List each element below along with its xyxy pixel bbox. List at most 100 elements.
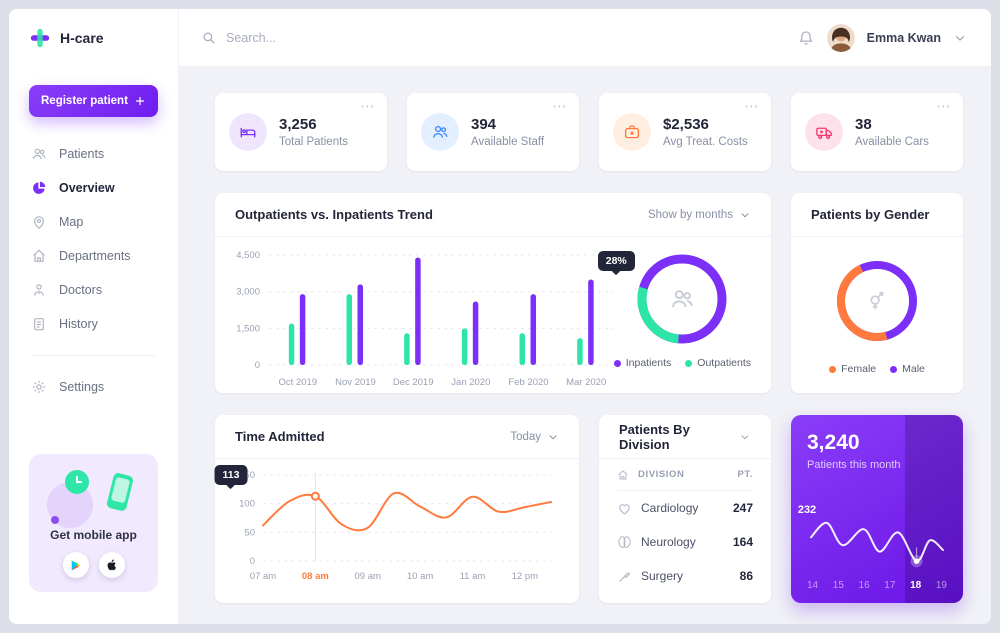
sidebar-item-label: Map <box>59 215 84 229</box>
sidebar-item-doctors[interactable]: Doctors <box>9 273 178 307</box>
month-line-chart <box>810 521 944 568</box>
register-patient-label: Register patient <box>41 95 128 107</box>
app-store-button[interactable] <box>98 552 125 578</box>
svg-text:0: 0 <box>255 360 260 371</box>
sidebar-item-overview[interactable]: Overview <box>9 171 178 205</box>
gender-donut-chart <box>837 261 917 341</box>
time-admitted-card: Time Admitted Today 113 05010015007 am08… <box>214 415 579 603</box>
main-area: Emma Kwan 3,256 Total Patients ⋯ 394 <box>179 9 991 624</box>
svg-text:Dec 2019: Dec 2019 <box>393 377 434 388</box>
legend-dot <box>685 359 693 367</box>
show-by-months-filter[interactable]: Show by months <box>648 209 751 221</box>
stat-value: 38 <box>855 116 872 133</box>
search-bar[interactable] <box>201 30 797 45</box>
svg-text:12 pm: 12 pm <box>512 571 538 582</box>
user-menu-chevron-icon[interactable] <box>953 31 967 45</box>
today-filter[interactable]: Today <box>510 431 559 443</box>
app-window: H-care Register patient Patients Overvie… <box>9 9 991 624</box>
gender-card: Patients by Gender Female Male <box>791 193 963 393</box>
sidebar-item-label: Doctors <box>59 283 103 297</box>
more-icon[interactable]: ⋯ <box>552 98 567 115</box>
svg-text:50: 50 <box>244 527 255 538</box>
trend-legend: Inpatients Outpatients <box>613 357 751 369</box>
svg-text:100: 100 <box>239 499 255 510</box>
patients-icon <box>31 146 47 162</box>
month-chart-area: 232 <box>798 504 947 574</box>
more-icon[interactable]: ⋯ <box>360 98 375 115</box>
sidebar-item-map[interactable]: Map <box>9 205 178 239</box>
svg-text:11 am: 11 am <box>460 571 486 582</box>
chevron-down-icon <box>739 209 751 221</box>
more-icon[interactable]: ⋯ <box>744 98 759 115</box>
stat-label: Total Patients <box>279 136 349 148</box>
sidebar-item-label: Patients <box>59 147 105 161</box>
division-icon <box>617 469 629 481</box>
svg-text:Nov 2019: Nov 2019 <box>335 377 376 388</box>
sidebar-item-departments[interactable]: Departments <box>9 239 178 273</box>
trend-bar-chart: 0 1,500 3,000 4,500 Oct 2019 Nov 2019 Dec 2019… <box>236 250 614 388</box>
time-card-title: Time Admitted <box>235 429 325 444</box>
svg-text:1,500: 1,500 <box>236 323 260 334</box>
register-patient-button[interactable]: Register patient <box>29 85 158 117</box>
topbar: Emma Kwan <box>179 9 991 67</box>
search-icon <box>201 30 216 45</box>
promo-title: Get mobile app <box>50 528 137 542</box>
collapse-chevron-icon[interactable] <box>739 431 751 443</box>
trend-tooltip: 28% <box>597 251 635 271</box>
heart-icon <box>617 501 632 516</box>
stat-value: 394 <box>471 116 497 133</box>
ambulance-icon <box>805 113 843 151</box>
division-table-header: DIVISION PT. <box>617 459 753 491</box>
stat-card-available-cars: 38 Available Cars ⋯ <box>791 93 963 171</box>
month-label: Patients this month <box>807 459 901 471</box>
sidebar-item-settings[interactable]: Settings <box>9 370 178 404</box>
table-row-surgery[interactable]: Surgery 86 <box>617 559 753 593</box>
trend-donut-wrap: 28% Inpatients Outpatients <box>597 243 755 369</box>
sidebar-item-label: Overview <box>59 181 115 195</box>
user-avatar[interactable] <box>826 23 855 52</box>
svg-text:09 am: 09 am <box>355 571 381 582</box>
svg-text:3,000: 3,000 <box>236 287 260 298</box>
month-tooltip: 232 <box>797 504 817 516</box>
departments-icon <box>31 248 47 264</box>
svg-text:Jan 2020: Jan 2020 <box>451 377 490 388</box>
more-icon[interactable]: ⋯ <box>936 98 951 115</box>
medical-bag-icon <box>613 113 651 151</box>
decor-dot <box>51 516 59 524</box>
highlight-band <box>904 415 963 603</box>
trend-card-title: Outpatients vs. Inpatients Trend <box>235 207 433 222</box>
stat-card-total-patients: 3,256 Total Patients ⋯ <box>215 93 387 171</box>
svg-text:07 am: 07 am <box>250 571 276 582</box>
sidebar-item-patients[interactable]: Patients <box>9 137 178 171</box>
mobile-app-promo-card: Get mobile app <box>29 454 158 592</box>
stat-value: 3,256 <box>279 116 317 133</box>
stat-label: Available Staff <box>471 136 545 148</box>
notifications-bell-icon[interactable] <box>797 29 815 47</box>
svg-text:Mar 2020: Mar 2020 <box>566 377 606 388</box>
svg-text:08 am: 08 am <box>302 571 329 582</box>
month-day-labels: 14 15 16 17 18 19 <box>807 580 947 591</box>
search-input[interactable] <box>226 30 526 45</box>
scalpel-icon <box>617 569 632 584</box>
brain-icon <box>617 535 632 550</box>
sidebar: H-care Register patient Patients Overvie… <box>9 9 179 624</box>
svg-text:Oct 2019: Oct 2019 <box>279 377 318 388</box>
division-card: Patients By Division DIVISION PT. <box>599 415 771 603</box>
month-value: 3,240 <box>807 431 860 454</box>
sidebar-item-history[interactable]: History <box>9 307 178 341</box>
google-play-button[interactable] <box>62 552 89 578</box>
user-name: Emma Kwan <box>866 30 941 45</box>
table-row-cardiology[interactable]: Cardiology 247 <box>617 491 753 525</box>
stat-card-avg-treat-costs: $2,536 Avg Treat. Costs ⋯ <box>599 93 771 171</box>
svg-text:10 am: 10 am <box>407 571 433 582</box>
gender-legend: Female Male <box>829 363 925 375</box>
sidebar-nav: Patients Overview Map Departments Doctor… <box>9 137 178 404</box>
stat-card-available-staff: 394 Available Staff ⋯ <box>407 93 579 171</box>
logo[interactable]: H-care <box>9 9 178 67</box>
app-name: H-care <box>60 30 104 46</box>
settings-icon <box>31 379 47 395</box>
legend-dot <box>613 359 621 367</box>
table-row-neurology[interactable]: Neurology 164 <box>617 525 753 559</box>
